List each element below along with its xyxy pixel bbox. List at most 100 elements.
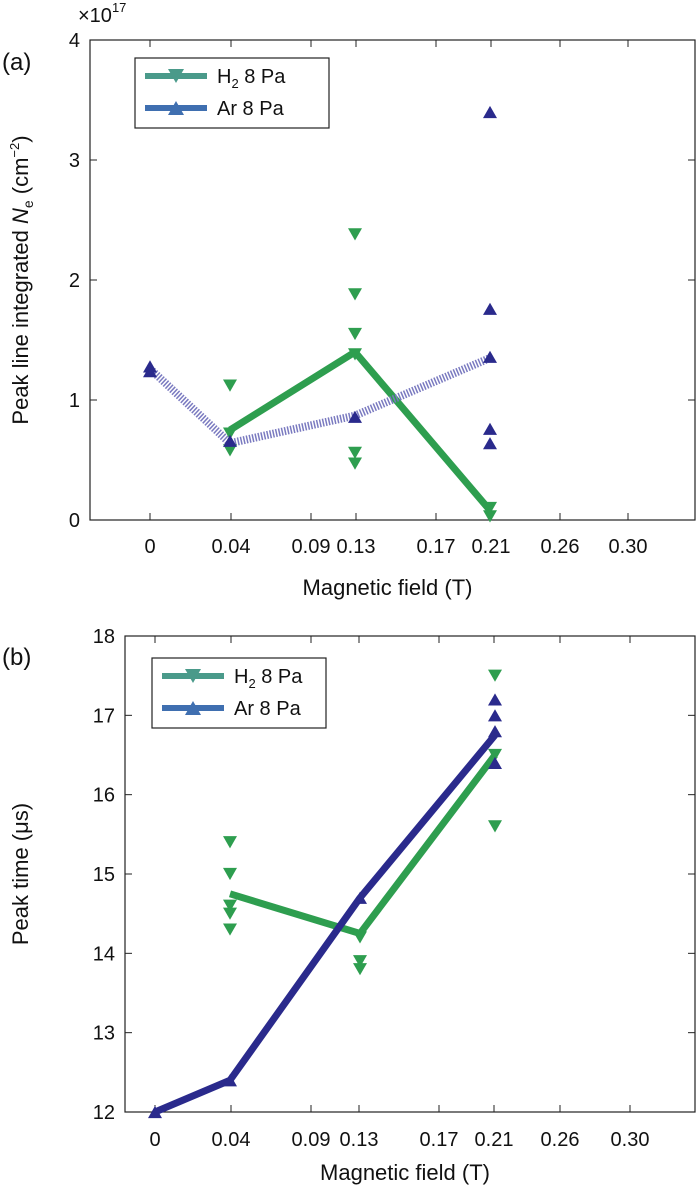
legend-label-subscript: 2 bbox=[231, 76, 238, 91]
h2-data-point bbox=[353, 963, 367, 976]
exponent-power: 17 bbox=[112, 0, 126, 15]
x-tick-label: 0.21 bbox=[472, 536, 511, 558]
h2-data-point bbox=[348, 288, 362, 301]
x-axis-title: Magnetic field (T) bbox=[303, 575, 473, 600]
h2-data-point bbox=[223, 444, 237, 457]
y-tick-label: 2 bbox=[69, 270, 80, 292]
ar-data-point bbox=[483, 105, 497, 119]
x-tick-label: 0.17 bbox=[417, 536, 456, 558]
h2-data-point bbox=[223, 427, 237, 440]
legend-marker bbox=[168, 69, 184, 83]
y-axis-title: Peak time (μs) bbox=[8, 803, 33, 945]
y-exponent: ×1017 bbox=[78, 0, 126, 27]
h2-data-point bbox=[223, 923, 237, 936]
y-tick-label: 1 bbox=[69, 390, 80, 412]
x-tick-label: 0.09 bbox=[292, 1129, 331, 1151]
h2-data-point bbox=[353, 955, 367, 968]
x-tick-label: 0.13 bbox=[340, 1129, 379, 1151]
y-tick-label: 3 bbox=[69, 150, 80, 172]
ar-data-point bbox=[488, 756, 502, 770]
h2-data-point bbox=[223, 907, 237, 920]
h2-data-point bbox=[488, 748, 502, 762]
y-axis-title: Peak line integrated Ne (cm−2) bbox=[7, 135, 36, 424]
h2-data-point bbox=[488, 820, 502, 833]
legend-label-main: Ar 8 Pa bbox=[234, 698, 302, 720]
legend-label-subscript: 2 bbox=[248, 676, 255, 691]
y-tick-label: 13 bbox=[93, 1023, 115, 1045]
h2-data-point bbox=[223, 379, 237, 392]
y-tick-label: 17 bbox=[93, 705, 115, 727]
panel-label: (a) bbox=[2, 49, 31, 76]
h2-data-point bbox=[353, 931, 367, 944]
y-tick-label: 14 bbox=[93, 943, 115, 965]
y-title-text: Peak line integrated bbox=[8, 224, 33, 425]
h2-data-point bbox=[483, 510, 497, 523]
y-tick-label: 15 bbox=[93, 864, 115, 886]
y-title-unit: (cm bbox=[8, 158, 33, 201]
h2-data-point bbox=[488, 669, 502, 682]
x-tick-label: 0.26 bbox=[541, 1129, 580, 1151]
ar-data-point bbox=[223, 434, 237, 447]
x-tick-label: 0 bbox=[149, 1129, 160, 1151]
legend-label-rest: 8 Pa bbox=[256, 666, 304, 688]
y-tick-label: 16 bbox=[93, 785, 115, 807]
x-tick-label: 0.17 bbox=[420, 1129, 459, 1151]
legend-marker bbox=[185, 669, 201, 683]
y-title-close: ) bbox=[8, 135, 33, 142]
x-tick-label: 0.30 bbox=[611, 1129, 650, 1151]
legend-label: Ar 8 Pa bbox=[217, 98, 285, 120]
panel-b: (b) 12 13 14 15 16 17 18 0 0.04 0.09 0.13 0.17 0.21 0.… bbox=[2, 626, 696, 1185]
panel-a: (a) 0 1 2 3 4 0 0.04 0.09 0.13 0.17 0.21 0.26 0.30 Mag… bbox=[2, 0, 696, 600]
x-tick-label: 0.09 bbox=[292, 536, 331, 558]
x-tick-label: 0.30 bbox=[609, 536, 648, 558]
ar-data-point bbox=[488, 709, 502, 722]
series-line-h2 bbox=[228, 348, 493, 513]
legend-marker bbox=[168, 101, 184, 115]
x-tick-label: 0.21 bbox=[475, 1129, 514, 1151]
y-title-symbol: N bbox=[8, 208, 33, 224]
h2-data-point bbox=[348, 228, 362, 241]
h2-data-point bbox=[223, 867, 237, 881]
ar-data-point bbox=[483, 437, 497, 450]
legend-frame bbox=[151, 657, 327, 729]
legend-label: Ar 8 Pa bbox=[234, 698, 302, 720]
y-title-superscript: −2 bbox=[7, 143, 22, 158]
y-tick-label: 4 bbox=[69, 30, 80, 52]
ar-data-point bbox=[483, 350, 497, 363]
y-tick-label: 18 bbox=[93, 626, 115, 648]
ar-data-point bbox=[148, 1105, 162, 1119]
ar-data-point bbox=[223, 1074, 237, 1087]
y-tick-label: 0 bbox=[69, 510, 80, 532]
legend-label: H2 8 Pa bbox=[217, 66, 286, 91]
y-tick-label: 12 bbox=[93, 1102, 115, 1124]
legend-label: H2 8 Pa bbox=[234, 666, 303, 691]
h2-data-point bbox=[348, 446, 362, 459]
ar-data-point bbox=[143, 365, 157, 378]
x-tick-label: 0 bbox=[144, 536, 155, 558]
legend-frame bbox=[134, 57, 330, 129]
y-title-subscript: e bbox=[20, 200, 36, 208]
h2-data-point bbox=[223, 836, 237, 849]
x-tick-label: 0.04 bbox=[212, 536, 251, 558]
legend-label-main: H bbox=[234, 666, 248, 688]
h2-data-point bbox=[348, 457, 362, 470]
x-tick-label: 0.26 bbox=[541, 536, 580, 558]
ar-data-point bbox=[353, 891, 367, 904]
ar-data-point bbox=[483, 422, 497, 435]
x-tick-label: 0.13 bbox=[337, 536, 376, 558]
legend-label-main: Ar 8 Pa bbox=[217, 98, 285, 120]
series-line-ar bbox=[153, 732, 498, 1116]
legend-marker bbox=[185, 701, 201, 715]
legend-label-main: H bbox=[217, 66, 231, 88]
ar-data-point bbox=[348, 410, 362, 423]
legend: H2 8 Pa Ar 8 Pa bbox=[151, 657, 327, 729]
x-axis-title: Magnetic field (T) bbox=[320, 1160, 490, 1185]
x-tick-label: 0.04 bbox=[212, 1129, 251, 1151]
h2-data-point bbox=[483, 501, 497, 515]
ar-data-point bbox=[488, 725, 502, 738]
legend: H2 8 Pa Ar 8 Pa bbox=[134, 57, 330, 129]
panel-label: (b) bbox=[2, 644, 31, 671]
exponent-base: ×10 bbox=[78, 5, 112, 27]
series-line-ar bbox=[147, 354, 492, 448]
